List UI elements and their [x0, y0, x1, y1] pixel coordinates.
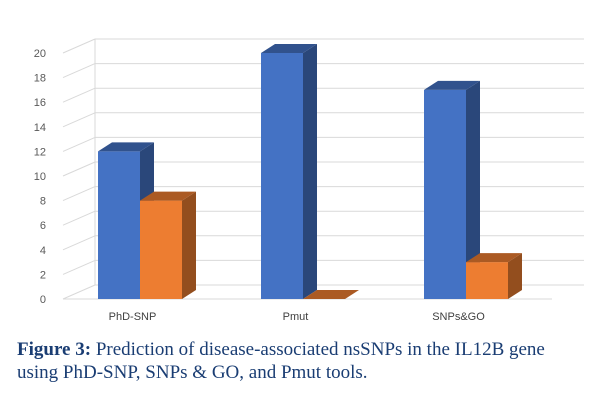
- bar-top: [261, 44, 317, 53]
- y-tick-label: 16: [34, 97, 46, 109]
- caption-text: Prediction of disease-associated nsSNPs …: [17, 339, 545, 383]
- bar-front: [140, 200, 182, 299]
- bar-top: [303, 290, 359, 299]
- gridlines: [62, 38, 584, 300]
- bar: [303, 290, 359, 299]
- gridline-side: [62, 63, 96, 79]
- bar-top: [466, 253, 522, 263]
- gridline-side: [62, 112, 96, 128]
- gridline-side: [62, 161, 96, 177]
- bar-front: [98, 151, 140, 299]
- caption-label: Figure 3:: [17, 339, 92, 360]
- category-label: PhD-SNP: [109, 311, 157, 323]
- bar-top: [140, 191, 196, 201]
- bar-top: [98, 142, 154, 152]
- y-tick-label: 14: [34, 122, 46, 134]
- figure-caption: Figure 3: Prediction of disease-associat…: [17, 338, 582, 384]
- gridline-side: [62, 38, 96, 54]
- y-tick-label: 8: [40, 196, 46, 208]
- bar-side: [303, 44, 317, 299]
- category-labels: PhD-SNP Pmut SNPs&GO: [109, 311, 486, 323]
- gridline-side: [62, 136, 96, 152]
- y-tick-label: 20: [34, 48, 46, 60]
- gridline-side: [62, 186, 96, 202]
- bar-top: [424, 80, 480, 90]
- y-tick-label: 6: [40, 220, 46, 232]
- category-label: Pmut: [283, 311, 309, 323]
- gridline-side: [62, 235, 96, 251]
- bar-side: [466, 80, 480, 300]
- gridline-side: [62, 284, 96, 300]
- bars: [98, 44, 522, 300]
- bar-front: [261, 53, 303, 299]
- bar-front: [466, 262, 508, 299]
- category-label: SNPs&GO: [432, 311, 485, 323]
- y-tick-label: 10: [34, 171, 46, 183]
- y-tick-label: 0: [40, 294, 46, 306]
- bar: [466, 253, 522, 299]
- y-tick-label: 12: [34, 146, 46, 158]
- bar-chart: 0 2 4 6 8 10 12 14 16 18 20 PhD-SNP Pmut SNPs&GO: [34, 38, 584, 323]
- y-tick-label: 18: [34, 73, 46, 85]
- y-axis: 0 2 4 6 8 10 12 14 16 18 20: [34, 48, 46, 306]
- bar: [140, 191, 196, 299]
- bar: [261, 44, 317, 299]
- bar-front: [424, 89, 466, 300]
- bar: [98, 142, 154, 299]
- gridline-side: [62, 87, 96, 103]
- gridline-side: [62, 210, 96, 226]
- y-tick-label: 2: [40, 269, 46, 281]
- bar-side: [508, 253, 522, 299]
- y-tick-label: 4: [40, 245, 46, 257]
- gridline-side: [62, 259, 96, 275]
- bar: [424, 80, 480, 300]
- bar-side: [182, 191, 196, 299]
